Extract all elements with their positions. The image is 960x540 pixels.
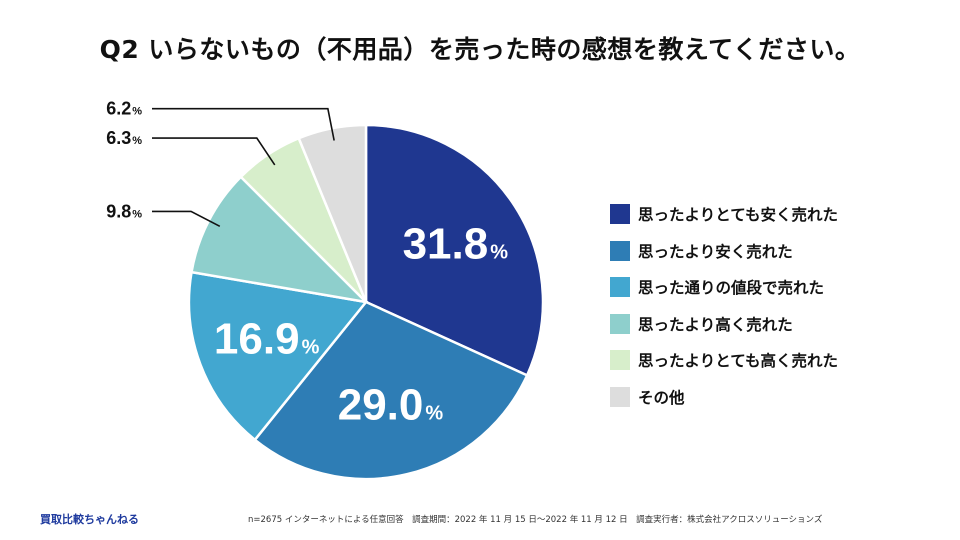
pie-slice-3 [187, 270, 369, 442]
legend-swatch [610, 313, 630, 334]
legend-swatch [610, 350, 630, 370]
legend-label: 思ったより高く売れた [638, 315, 793, 334]
legend-item-3: 思った通りの値段で売れた [610, 277, 838, 297]
pie-slice-1 [364, 123, 545, 378]
chart-title: Q2 いらないもの（不用品）を売った時の感想を教えてください。 [99, 35, 861, 64]
leader-line-4 [152, 210, 221, 228]
legend-item-5: 思ったよりとても高く売れた [610, 350, 838, 370]
pie-slice-2 [253, 300, 529, 481]
legend-item-4: 思ったより高く売れた [610, 313, 838, 334]
data-label-5: 6.3% [106, 128, 142, 148]
data-label-2: 29.0% [338, 380, 444, 429]
legend-label: その他 [638, 388, 685, 407]
survey-footnote: n=2675 インターネットによる任意回答 調査期間：2022 年 11 月 1… [248, 515, 823, 525]
leader-line-5 [152, 137, 276, 166]
legend-swatch [610, 204, 630, 224]
legend-item-6: その他 [610, 386, 838, 407]
pie-slices [187, 123, 545, 481]
data-label-3: 16.9% [214, 315, 320, 364]
legend-label: 思った通りの値段で売れた [638, 279, 825, 297]
legend-label: 思ったより安く売れた [638, 242, 793, 261]
legend-swatch [610, 277, 630, 297]
data-label-6: 6.2% [106, 99, 142, 119]
legend-label: 思ったよりとても安く売れた [638, 206, 838, 224]
legend: 思ったよりとても安く売れた 思ったより安く売れた思った通りの値段で売れた 思ったより… [610, 204, 838, 424]
legend-swatch [610, 240, 630, 261]
data-label-4: 9.8% [106, 201, 142, 221]
data-label-1: 31.8% [403, 220, 509, 269]
legend-item-2: 思ったより安く売れた [610, 240, 838, 261]
leader-line-6 [152, 107, 335, 141]
legend-swatch [610, 386, 630, 407]
legend-label: 思ったよりとても高く売れた [638, 352, 838, 370]
brand-logo-text: 買取比較ちゃんねる [40, 513, 139, 526]
legend-item-1: 思ったよりとても安く売れた [610, 204, 838, 224]
pie-labels: 31.8 % 29.0 % 16.9 % 9.8% 6.3% 6.2% [106, 99, 508, 430]
